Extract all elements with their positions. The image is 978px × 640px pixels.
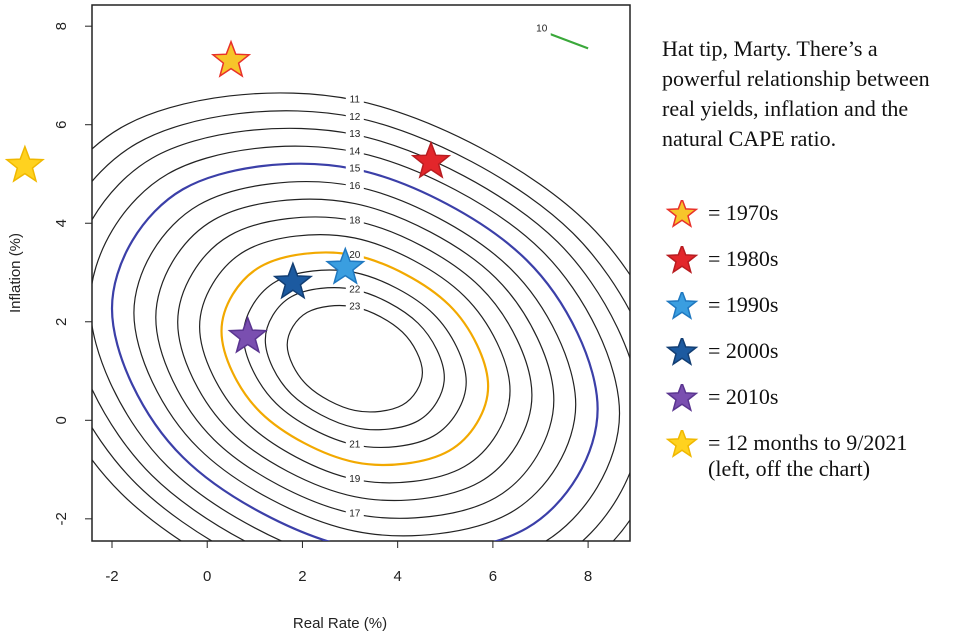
legend-star — [665, 384, 699, 412]
legend-star — [665, 200, 699, 228]
contour-label: 20 — [349, 250, 361, 261]
contour-label: 21 — [349, 440, 361, 451]
legend-swatch — [665, 200, 699, 228]
star-marker — [325, 246, 366, 285]
contour-label: 14 — [349, 146, 361, 157]
contour-line — [220, 251, 490, 467]
contour-line — [155, 198, 555, 519]
contour-label: 15 — [349, 164, 361, 175]
legend-label: = 1980s — [708, 246, 779, 271]
note: Hat tip, Marty. There’s a powerful relat… — [662, 36, 930, 151]
legend-star — [665, 246, 699, 274]
legend-entry: = 2010s — [664, 384, 974, 414]
contour-label: 23 — [349, 302, 361, 313]
legend-label: = 1970s — [708, 200, 779, 225]
contour-label: 17 — [349, 509, 361, 520]
contour-line — [198, 234, 511, 484]
legend-entry: = 2000s — [664, 338, 974, 368]
y-axis-label: Inflation (%) — [7, 233, 24, 313]
contour-line — [92, 145, 621, 541]
y-tick-label: -2 — [53, 512, 70, 525]
contour-line — [177, 216, 533, 501]
legend-label: = 12 months to 9/2021 (left, off the cha… — [708, 430, 908, 481]
y-tick-label: 4 — [53, 219, 70, 227]
legend-label: = 2000s — [708, 338, 779, 363]
contour-label-bg — [345, 144, 364, 159]
legend-label: = 1990s — [708, 292, 779, 317]
contour-line — [286, 304, 424, 413]
legend-star — [665, 430, 699, 458]
legend: = 1970s = 1980s = 1990s = 2000s = 2010s = 12 … — [664, 200, 974, 498]
legend-entry: = 1990s — [664, 292, 974, 322]
contour-label: 19 — [349, 474, 361, 485]
contour-label: 11 — [350, 95, 361, 106]
x-tick-label: 4 — [393, 568, 401, 585]
x-axis-label: Real Rate (%) — [293, 615, 387, 632]
x-tick-label: 2 — [298, 568, 306, 585]
x-tick-label: 8 — [584, 568, 592, 585]
contour-label-bg — [345, 437, 364, 452]
y-tick-label: 6 — [53, 121, 70, 129]
x-tick-label: -2 — [105, 568, 118, 585]
contour-label: 10 — [536, 23, 548, 34]
legend-label: = 2010s — [708, 384, 779, 409]
legend-swatch — [665, 292, 699, 320]
y-tick-label: 8 — [53, 22, 70, 30]
legend-swatch — [665, 338, 699, 366]
contour-label-bg — [345, 162, 364, 177]
contour-label-bg — [345, 299, 364, 314]
y-tick-label: 0 — [53, 416, 70, 424]
legend-swatch — [665, 430, 699, 458]
contour-line — [92, 127, 630, 541]
contour-label: 18 — [349, 215, 361, 226]
contour-line — [92, 110, 630, 541]
contour-line — [264, 287, 445, 431]
star-marker — [210, 39, 252, 78]
star-marker — [272, 261, 314, 300]
contour-layer: 23 22 21 20 19 18 17 16 15 14 13 12 11 10 — [92, 21, 630, 541]
legend-star — [665, 292, 699, 320]
contour-label-bg — [345, 248, 364, 263]
contour-line — [133, 181, 577, 537]
contour-line — [92, 92, 630, 541]
contour-label: 13 — [349, 129, 361, 140]
contour-label-bg — [345, 127, 364, 142]
star-marker — [4, 144, 45, 183]
contour-label-bg — [345, 110, 364, 125]
contour-label-bg — [345, 282, 364, 297]
y-tick-label: 2 — [53, 318, 70, 326]
legend-swatch — [665, 246, 699, 274]
legend-entry: = 12 months to 9/2021 (left, off the cha… — [664, 430, 974, 482]
star-marker — [410, 140, 452, 179]
contour-label-bg — [345, 472, 364, 487]
legend-entry: = 1980s — [664, 246, 974, 276]
contour-label-bg — [345, 93, 364, 108]
contour-line — [110, 162, 599, 541]
contour-label-bg — [345, 506, 364, 521]
contour-label: 16 — [349, 181, 361, 192]
legend-swatch — [665, 384, 699, 412]
star-marker — [227, 315, 268, 354]
plot-frame — [91, 4, 631, 542]
contour-label-bg — [345, 213, 364, 228]
contour-label: 12 — [349, 112, 361, 123]
contour-label: 22 — [349, 284, 361, 295]
x-tick-label: 6 — [489, 568, 497, 585]
contour-label-bg — [532, 21, 551, 36]
legend-star — [665, 338, 699, 366]
legend-entry: = 1970s — [664, 200, 974, 230]
x-tick-label: 0 — [203, 568, 211, 585]
contour-label-bg — [345, 179, 364, 194]
